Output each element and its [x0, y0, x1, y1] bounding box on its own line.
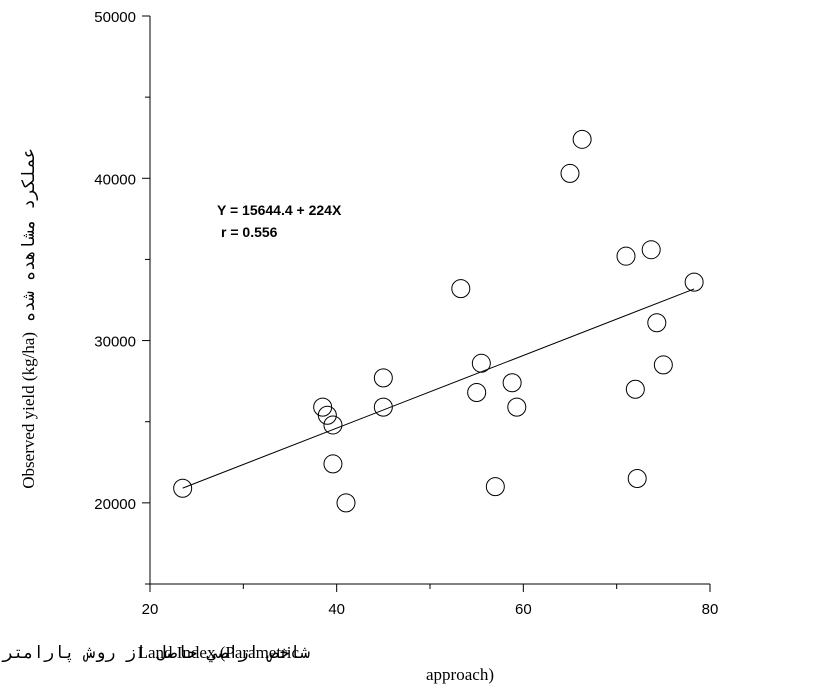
x-tick-label: 20 — [142, 601, 159, 618]
correlation-r: r = 0.556 — [221, 224, 278, 240]
data-point — [485, 477, 505, 497]
data-point — [653, 355, 673, 375]
x-axis-title-persian: شاخص اراضي حاصل از روش پارامتريك — [0, 643, 310, 663]
regression-layer — [182, 288, 695, 489]
data-point — [647, 313, 667, 333]
data-point — [173, 478, 193, 498]
data-point — [317, 405, 337, 425]
data-point — [625, 379, 645, 399]
data-point — [467, 383, 487, 403]
data-point — [507, 397, 527, 417]
y-axis-title-persian: عملكرد مشاهده شده — [19, 148, 39, 322]
data-point — [684, 272, 704, 292]
points-layer — [173, 129, 704, 513]
regression-line — [182, 288, 695, 489]
data-point — [641, 240, 661, 260]
data-point — [627, 469, 647, 489]
data-point — [560, 163, 580, 183]
data-point — [451, 279, 471, 299]
axes-layer: 20000 30000 40000 50000 20 40 60 80 — [94, 9, 718, 618]
y-tick-label: 40000 — [94, 171, 136, 188]
data-point — [323, 415, 343, 435]
y-axis-title: Observed yield (kg/ha) عملكرد مشاهده شده — [19, 148, 39, 489]
regression-equation: Y = 15644.4 + 224X — [217, 202, 342, 218]
x-tick-label: 80 — [702, 601, 719, 618]
x-tick-label: 40 — [328, 601, 345, 618]
data-point — [336, 493, 356, 513]
data-point — [323, 454, 343, 474]
x-axis-title-english: Land Index (Parametric — [138, 643, 300, 662]
x-axis-title: Land Index (Parametric شاخص اراضي حاصل ا… — [0, 643, 494, 684]
y-axis-title-english: Observed yield (kg/ha) — [19, 332, 38, 489]
data-point — [471, 353, 491, 373]
y-tick-label: 30000 — [94, 334, 136, 351]
x-tick-label: 60 — [515, 601, 532, 618]
data-point — [572, 129, 592, 149]
data-point — [373, 397, 393, 417]
data-point — [502, 373, 522, 393]
y-tick-label: 50000 — [94, 9, 136, 26]
x-axis-title-continuation: approach) — [426, 665, 494, 684]
data-point — [373, 368, 393, 388]
data-point — [616, 246, 636, 266]
y-tick-label: 20000 — [94, 496, 136, 513]
